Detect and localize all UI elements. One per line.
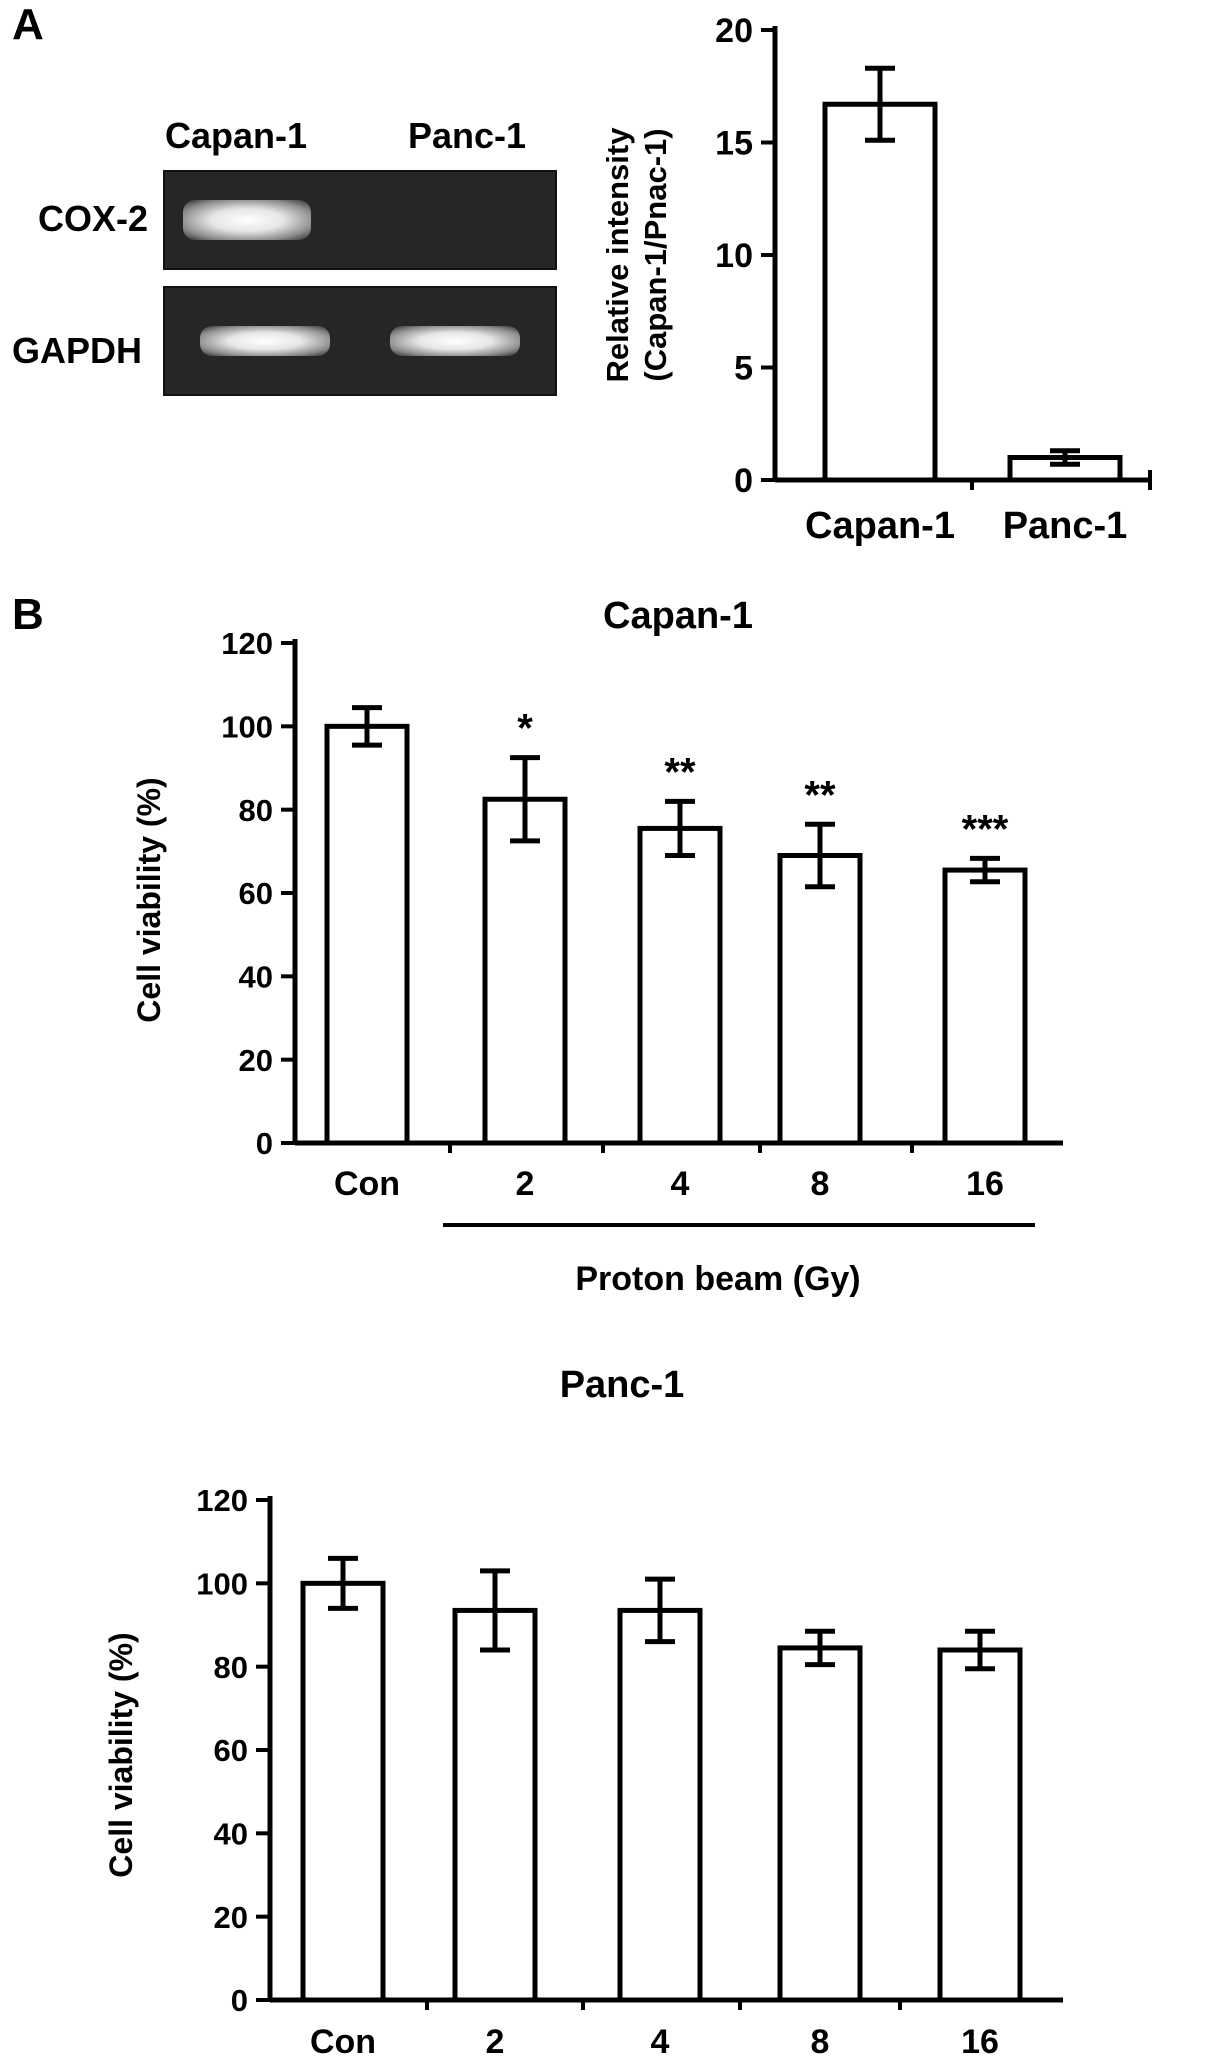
panc-y-tick-label: 40	[214, 1816, 248, 1851]
intensity-y-axis-label-0: Relative intensity	[600, 127, 635, 383]
capan-category-label-4: 16	[966, 1165, 1004, 1203]
intensity-y-axis-label-1: (Capan-1/Pnac-1)	[638, 128, 673, 381]
capan-bar-3	[777, 853, 863, 1146]
intensity-y-tick-label: 10	[715, 237, 753, 275]
intensity-bar-0	[822, 101, 938, 483]
gel-band-cox2-capan	[183, 200, 311, 240]
capan-bar-2	[637, 825, 723, 1146]
capan-significance-2: **	[664, 750, 696, 794]
intensity-y-tick-label: 20	[715, 12, 753, 50]
panc-y-tick-label: 80	[214, 1650, 248, 1685]
gel-cox2-image	[163, 170, 557, 270]
panel-letter-a: A	[12, 0, 44, 49]
gel-gapdh-image	[163, 286, 557, 396]
panc-category-label-0: Con	[310, 2023, 376, 2061]
capan-significance-1: *	[517, 707, 533, 751]
gel-row-label-gapdh: GAPDH	[12, 330, 143, 371]
gel-band-gapdh-capan	[200, 326, 330, 356]
panc-category-label-2: 4	[651, 2023, 670, 2061]
intensity-category-label-1: Panc-1	[1003, 505, 1128, 547]
capan-y-tick-label: 100	[221, 709, 273, 744]
gel-row-label-cox2: COX-2	[38, 198, 149, 239]
capan-bar-0	[324, 723, 410, 1146]
capan-category-label-1: 2	[516, 1165, 535, 1203]
capan-y-tick-label: 120	[221, 626, 273, 661]
gel-band-gapdh-panc	[390, 326, 520, 356]
panc-y-axis-label-0: Cell viability (%)	[103, 1632, 139, 1877]
intensity-y-tick-label: 5	[734, 350, 753, 388]
capan-bar-1	[482, 796, 568, 1146]
capan-x-axis-label: Proton beam (Gy)	[575, 1260, 860, 1298]
panc-bar-3	[777, 1645, 863, 2003]
panc-category-label-4: 16	[961, 2023, 999, 2061]
capan-y-tick-label: 60	[239, 876, 273, 911]
panc-y-tick-label: 120	[196, 1483, 248, 1518]
panc-bar-0	[300, 1580, 386, 2003]
capan-y-axis-label-0: Cell viability (%)	[131, 777, 167, 1022]
intensity-y-tick-label: 0	[734, 462, 753, 500]
capan-y-tick-label: 20	[239, 1043, 273, 1078]
panc-bar-1	[452, 1607, 538, 2003]
capan-significance-3: **	[804, 773, 836, 817]
capan-category-label-2: 4	[671, 1165, 690, 1203]
intensity-y-tick-label: 15	[715, 125, 753, 163]
panc-category-label-3: 8	[811, 2023, 830, 2061]
capan-y-tick-label: 0	[256, 1126, 273, 1161]
capan-category-label-3: 8	[811, 1165, 830, 1203]
panc-bar-4	[937, 1647, 1023, 2003]
panc-y-tick-label: 20	[214, 1900, 248, 1935]
gel-lane-label-panc: Panc-1	[408, 115, 527, 156]
panc-category-label-1: 2	[486, 2023, 505, 2061]
capan-title: Capan-1	[603, 595, 753, 637]
panc-y-tick-label: 0	[231, 1983, 248, 2018]
capan-significance-4: ***	[962, 807, 1009, 851]
panc-y-tick-label: 60	[214, 1733, 248, 1768]
panc-title: Panc-1	[560, 1364, 685, 1406]
panc-y-tick-label: 100	[196, 1566, 248, 1601]
gel-lane-label-capan: Capan-1	[165, 115, 308, 156]
panc-bar-2	[617, 1607, 703, 2003]
capan-bar-4	[942, 867, 1028, 1146]
capan-y-tick-label: 40	[239, 959, 273, 994]
intensity-category-label-0: Capan-1	[805, 505, 955, 547]
panel-letter-b: B	[12, 590, 44, 639]
capan-y-tick-label: 80	[239, 793, 273, 828]
capan-category-label-0: Con	[334, 1165, 400, 1203]
